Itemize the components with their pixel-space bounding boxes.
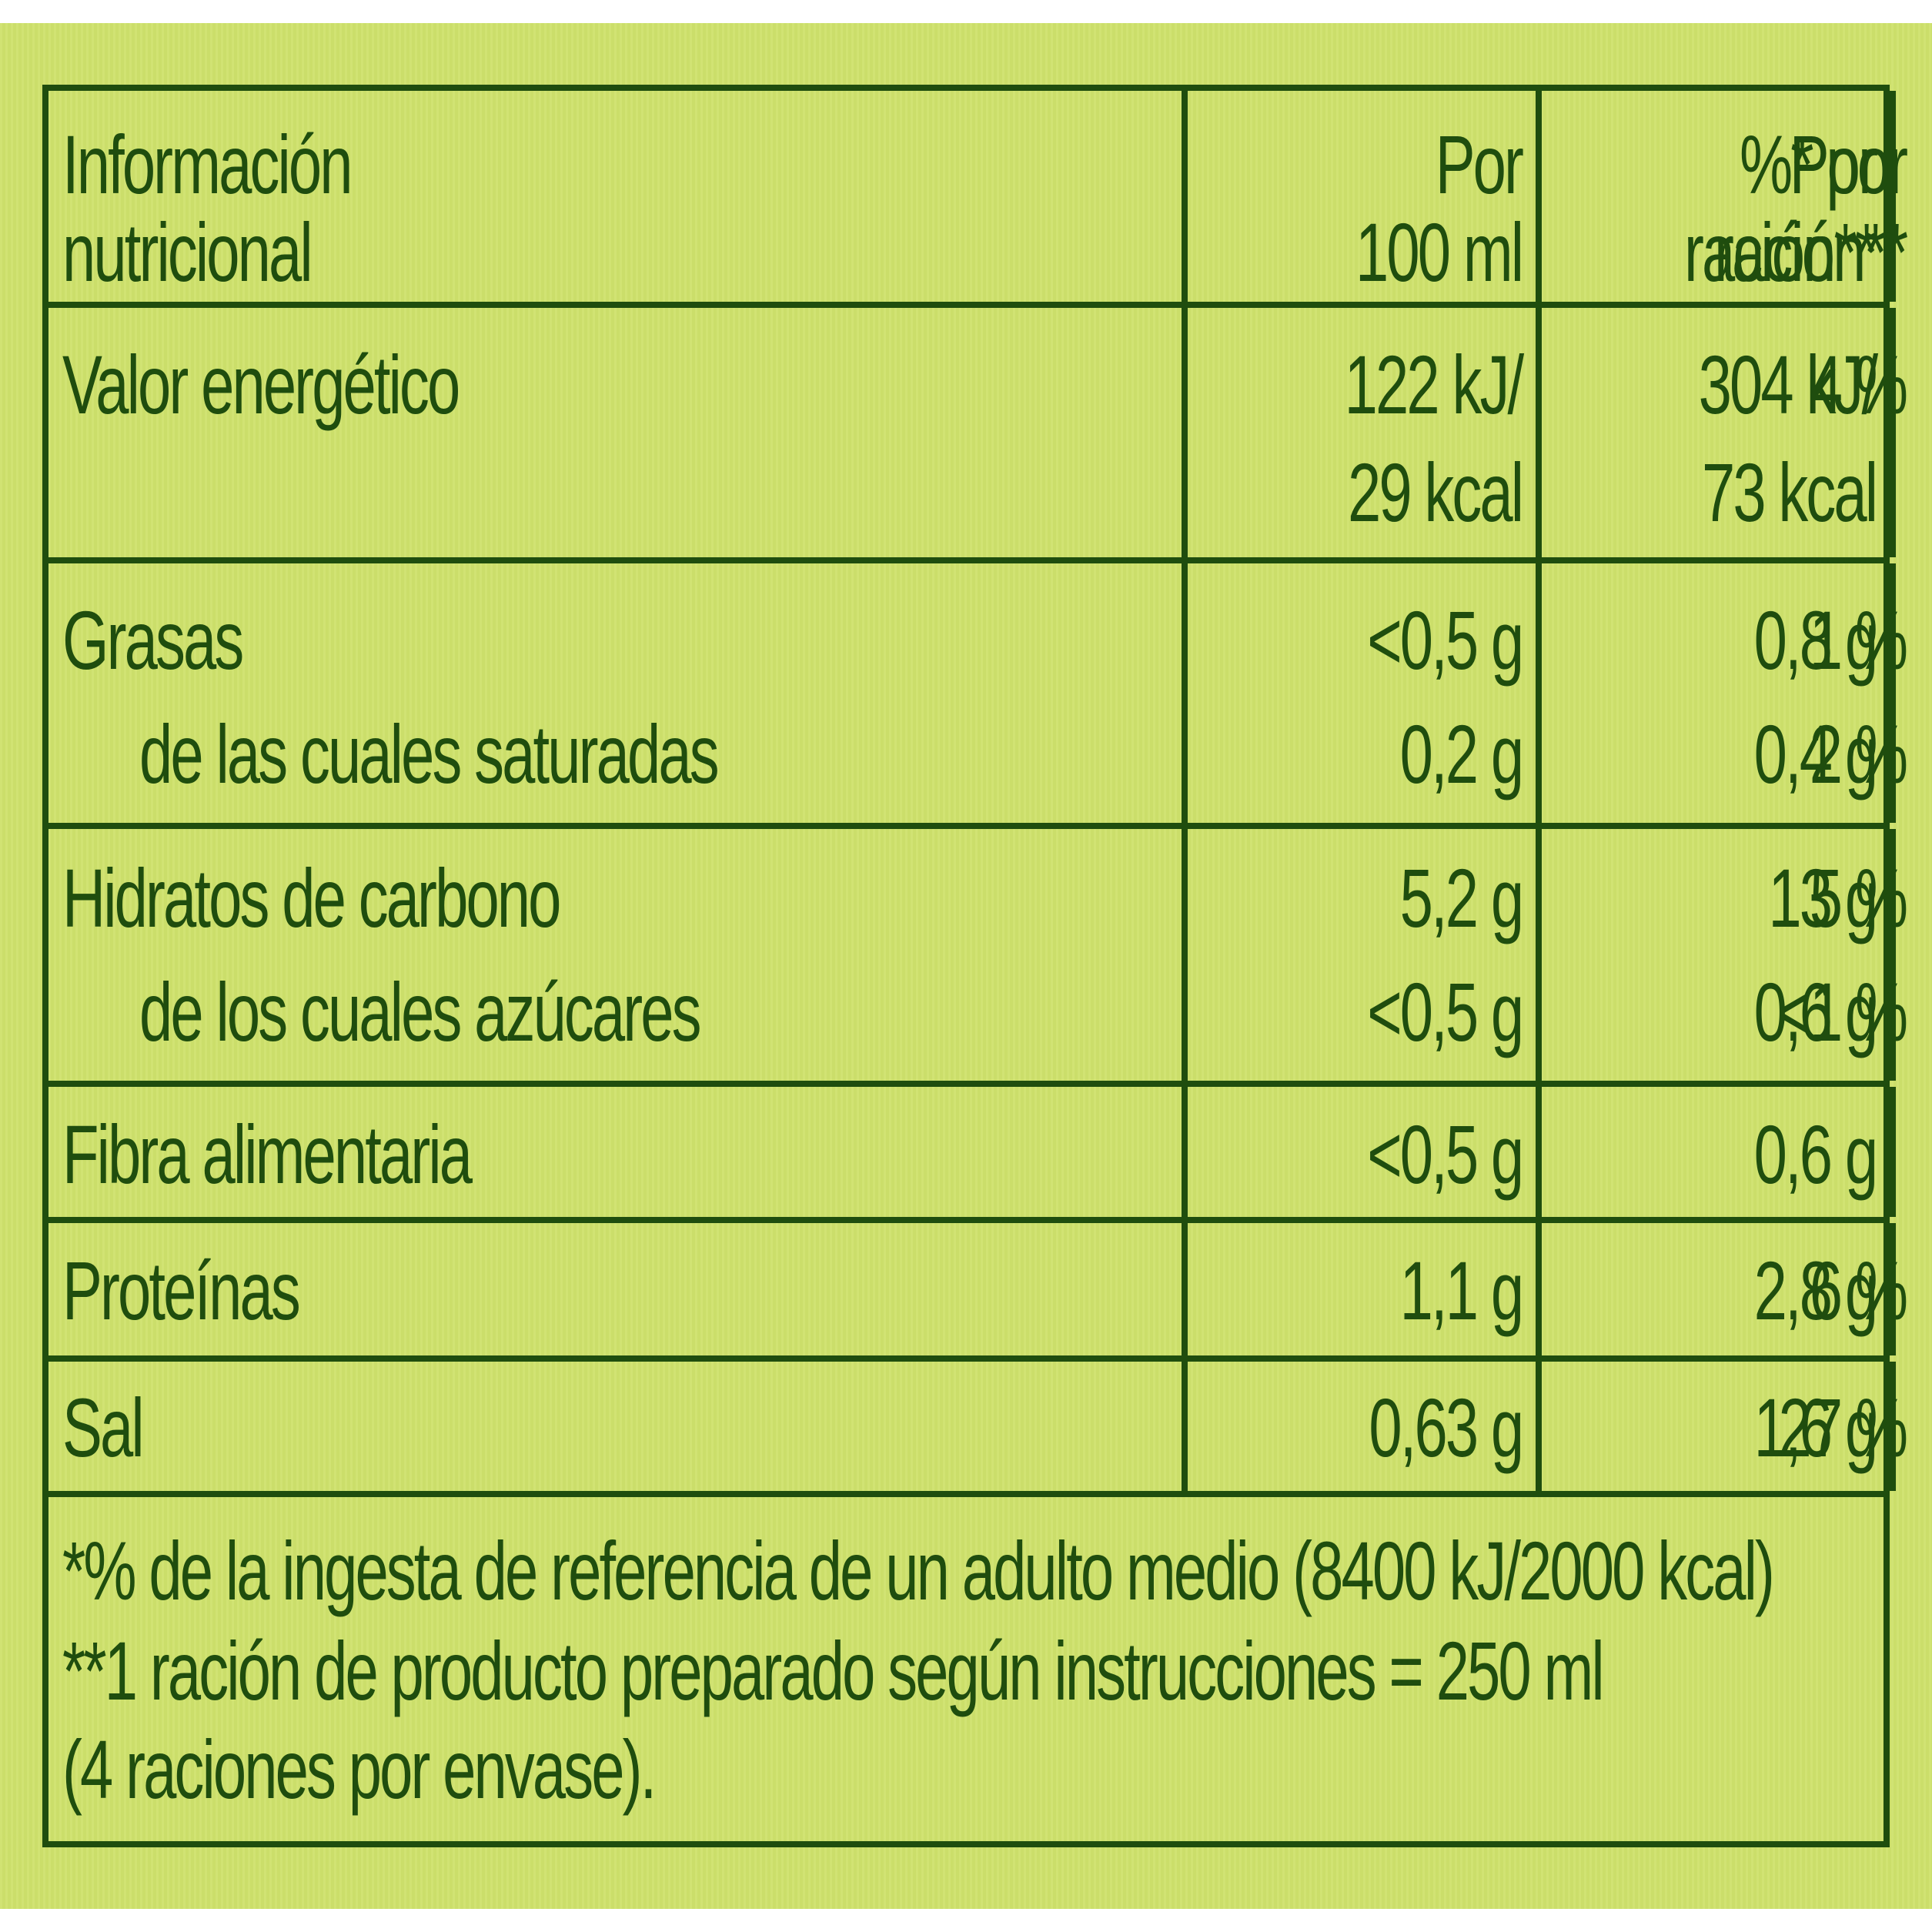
protein-row: Proteínas 1,1 g 2,8 g 6 % xyxy=(48,1223,1908,1362)
header-row: Información nutricional Por 100 ml Por r… xyxy=(48,91,1908,308)
energy-serving-kj: 304 kJ/ xyxy=(1698,338,1877,431)
header-serving-line2: ración** xyxy=(1683,206,1878,299)
saturates-per100: 0,2 g xyxy=(1399,707,1523,801)
header-serving-cell: Por ración** xyxy=(1542,91,1896,302)
header-serving-line1: Por xyxy=(1789,118,1878,211)
fats-pct-cell: 1 % 2 % xyxy=(1810,563,1920,823)
header-label-line2: nutricional xyxy=(62,206,313,299)
carbs-per100: 5,2 g xyxy=(1399,851,1523,944)
nutrition-table: Información nutricional Por 100 ml Por r… xyxy=(42,85,1908,1847)
energy-per100-cell: 122 kJ/ 29 kcal xyxy=(1188,308,1542,557)
fats-pct: 1 % xyxy=(1809,593,1908,687)
fibre-serving: 0,6 g xyxy=(1753,1108,1877,1201)
energy-pct-cell: 4 % xyxy=(1810,308,1920,557)
header-per100-line2: 100 ml xyxy=(1355,206,1524,299)
salt-serving: 1,6 g xyxy=(1753,1381,1877,1474)
saturates-label: de las cuales saturadas xyxy=(139,707,720,801)
sugars-per100: <0,5 g xyxy=(1366,965,1524,1058)
salt-label: Sal xyxy=(62,1381,145,1474)
footnote-reference-intake: *% de la ingesta de referencia de un adu… xyxy=(62,1524,1775,1617)
carbs-label-cell: Hidratos de carbono de los cuales azúcar… xyxy=(48,829,1188,1081)
sugars-pct: <1 % xyxy=(1777,965,1908,1058)
protein-serving: 2,8 g xyxy=(1753,1244,1877,1337)
energy-pct: 4 % xyxy=(1809,338,1908,431)
fibre-serving-cell: 0,6 g xyxy=(1542,1087,1896,1217)
salt-pct: 27 % xyxy=(1778,1381,1908,1474)
fibre-per100-cell: <0,5 g xyxy=(1188,1087,1542,1217)
fibre-row: Fibra alimentaria <0,5 g 0,6 g xyxy=(48,1087,1896,1223)
header-label-line1: Información xyxy=(62,118,353,211)
energy-serving-cell: 304 kJ/ 73 kcal xyxy=(1542,308,1896,557)
energy-per100-kcal: 29 kcal xyxy=(1347,446,1524,539)
energy-serving-kcal: 73 kcal xyxy=(1701,446,1878,539)
fats-serving-cell: 0,8 g 0,4 g xyxy=(1542,563,1896,823)
fats-serving: 0,8 g xyxy=(1753,593,1877,687)
energy-label: Valor energético xyxy=(62,338,460,431)
carbs-label: Hidratos de carbono xyxy=(62,851,561,944)
header-pct-line1: %* por xyxy=(1739,118,1908,211)
salt-pct-cell: 27 % xyxy=(1778,1362,1920,1491)
protein-per100: 1,1 g xyxy=(1399,1244,1523,1337)
header-per100-line1: Por xyxy=(1435,118,1524,211)
protein-serving-cell: 2,8 g xyxy=(1542,1223,1896,1355)
fibre-pct-cell xyxy=(1892,1087,1920,1217)
energy-row: Valor energético 122 kJ/ 29 kcal 304 kJ/… xyxy=(48,308,1908,563)
carbs-serving: 13 g xyxy=(1768,851,1878,944)
header-pct-cell: %* por ración** xyxy=(1714,91,1920,302)
fats-row: Grasas de las cuales saturadas <0,5 g 0,… xyxy=(48,563,1908,829)
energy-label-cell: Valor energético xyxy=(48,308,1188,557)
label-panel: Información nutricional Por 100 ml Por r… xyxy=(0,23,1932,1909)
footnotes: *% de la ingesta de referencia de un adu… xyxy=(48,1497,1884,1847)
saturates-serving: 0,4 g xyxy=(1753,707,1877,801)
fats-label: Grasas xyxy=(62,593,244,687)
carbs-pct-cell: 5 % <1 % xyxy=(1777,829,1920,1081)
protein-pct: 6 % xyxy=(1809,1244,1908,1337)
header-label-cell: Información nutricional xyxy=(48,91,1188,302)
header-per100-cell: Por 100 ml xyxy=(1188,91,1542,302)
protein-per100-cell: 1,1 g xyxy=(1188,1223,1542,1355)
carbs-pct: 5 % xyxy=(1809,851,1908,944)
carbs-serving-cell: 13 g 0,6 g xyxy=(1542,829,1896,1081)
protein-label-cell: Proteínas xyxy=(48,1223,1188,1355)
salt-label-cell: Sal xyxy=(48,1362,1188,1491)
fats-per100-cell: <0,5 g 0,2 g xyxy=(1188,563,1542,823)
carbs-row: Hidratos de carbono de los cuales azúcar… xyxy=(48,829,1908,1087)
fibre-label-cell: Fibra alimentaria xyxy=(48,1087,1188,1217)
carbs-per100-cell: 5,2 g <0,5 g xyxy=(1188,829,1542,1081)
protein-label: Proteínas xyxy=(62,1244,301,1337)
footnote-serving-size: **1 ración de producto preparado según i… xyxy=(62,1624,1605,1717)
footnote-servings-per-pack: (4 raciones por envase). xyxy=(62,1723,657,1816)
fibre-label: Fibra alimentaria xyxy=(62,1108,473,1201)
fibre-per100: <0,5 g xyxy=(1366,1108,1524,1201)
salt-row: Sal 0,63 g 1,6 g 27 % xyxy=(48,1362,1908,1497)
salt-per100-cell: 0,63 g xyxy=(1188,1362,1542,1491)
saturates-pct: 2 % xyxy=(1809,707,1908,801)
fats-per100: <0,5 g xyxy=(1366,593,1524,687)
salt-serving-cell: 1,6 g xyxy=(1542,1362,1896,1491)
sugars-label: de los cuales azúcares xyxy=(139,965,702,1058)
header-pct-line2: ración** xyxy=(1713,206,1908,299)
protein-pct-cell: 6 % xyxy=(1810,1223,1920,1355)
salt-per100: 0,63 g xyxy=(1369,1381,1524,1474)
sugars-serving: 0,6 g xyxy=(1753,965,1877,1058)
fats-label-cell: Grasas de las cuales saturadas xyxy=(48,563,1188,823)
energy-per100-kj: 122 kJ/ xyxy=(1344,338,1523,431)
